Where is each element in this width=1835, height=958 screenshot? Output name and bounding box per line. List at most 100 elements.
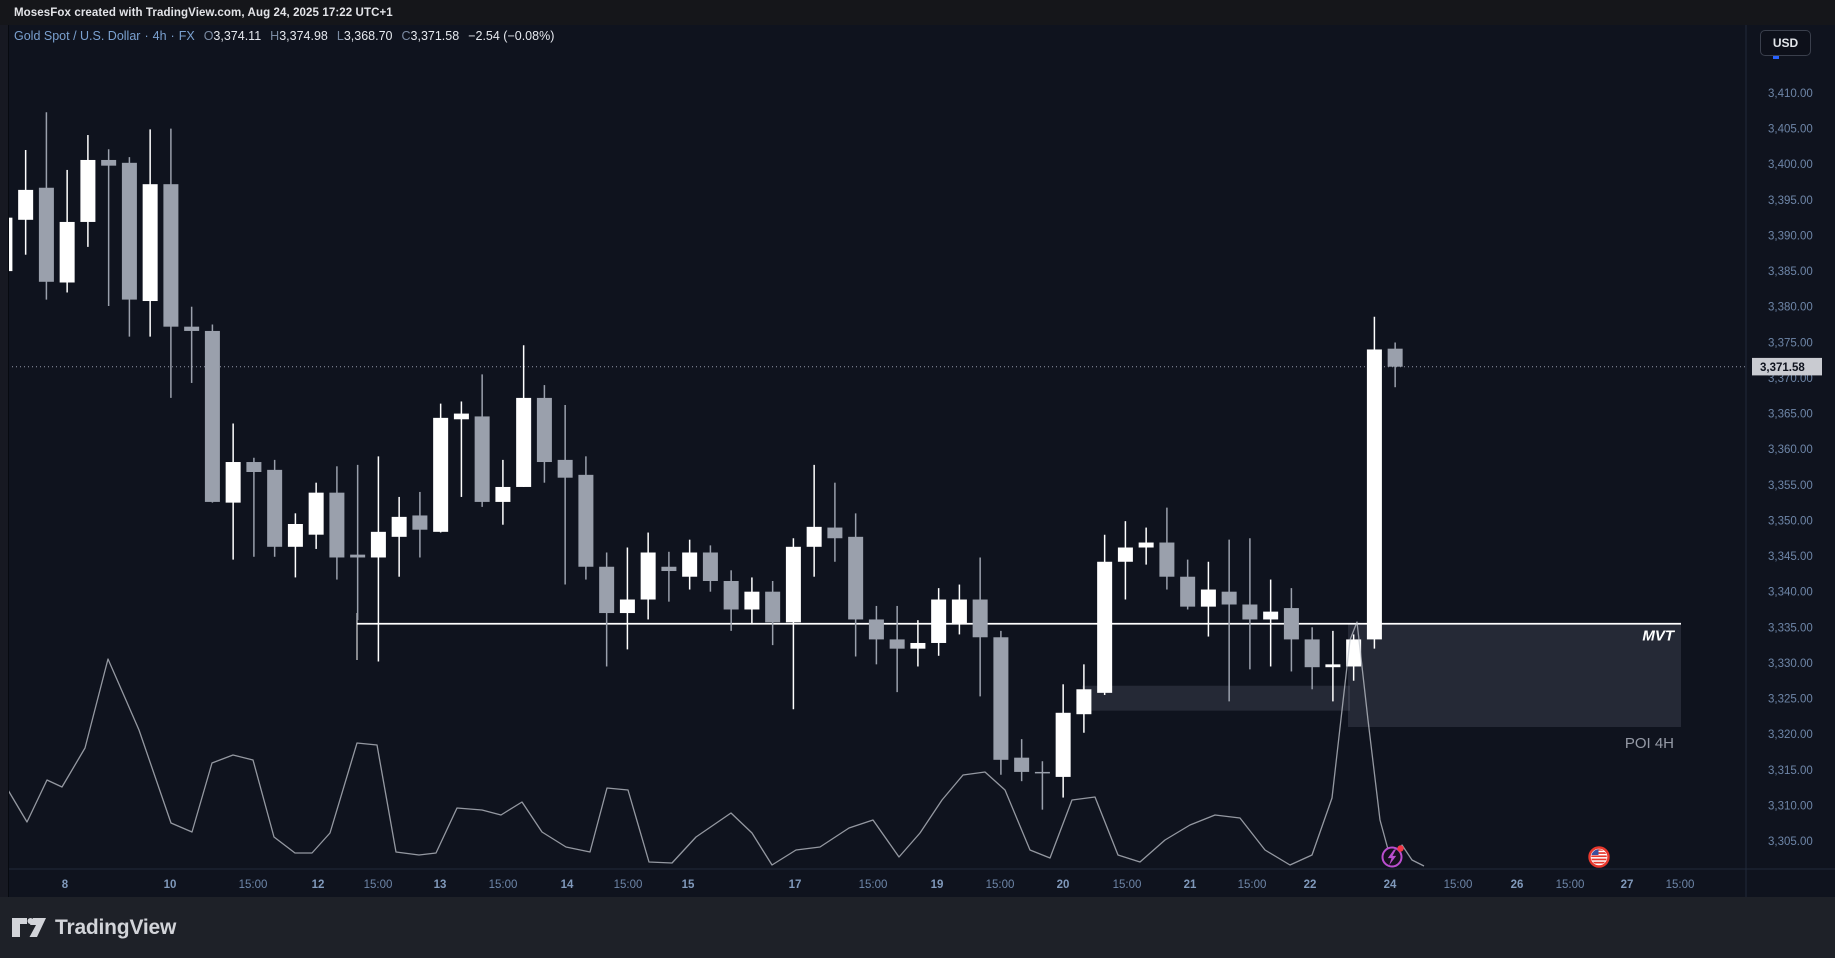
symbol-title: Gold Spot / U.S. Dollar	[14, 29, 141, 43]
supply-zone	[1082, 685, 1350, 711]
time-axis-label: 15:00	[986, 879, 1015, 891]
legend-separator: ·	[170, 29, 175, 43]
high-label: H	[270, 29, 280, 43]
tradingview-logo[interactable]: TradingView	[12, 916, 176, 940]
candle-body	[1159, 542, 1175, 577]
price-axis-label: 3,350.00	[1768, 515, 1813, 527]
candle-body	[1138, 542, 1154, 548]
time-axis[interactable]: 081015:001215:001315:001415:00151715:001…	[1, 879, 1695, 891]
symbol-interval: 4h	[152, 29, 167, 43]
candle-body	[806, 526, 822, 547]
price-axis-label: 3,360.00	[1768, 444, 1813, 456]
time-axis-label: 15:00	[239, 879, 268, 891]
price-axis-label: 3,380.00	[1768, 302, 1813, 314]
candle-body	[868, 619, 884, 640]
candle-body	[785, 546, 801, 623]
price-axis-label: 3,305.00	[1768, 836, 1813, 848]
candle-body	[619, 599, 635, 614]
candle-body	[267, 469, 283, 547]
symbol-exchange: FX	[178, 29, 195, 43]
candle-body	[889, 639, 905, 649]
candle-body	[557, 459, 573, 478]
time-axis-label: 15:00	[1238, 879, 1267, 891]
candle-body	[391, 516, 407, 537]
footer-bar: TradingView	[0, 897, 1835, 958]
time-axis-label: 20	[1057, 879, 1070, 891]
price-axis-label: 3,385.00	[1768, 266, 1813, 278]
price-axis-label: 3,320.00	[1768, 729, 1813, 741]
candle-body	[682, 552, 698, 577]
price-axis[interactable]: 3,410.00 3,405.00 3,400.00 3,395.00 3,390.00…	[1768, 88, 1813, 848]
candle-body	[412, 515, 428, 530]
time-axis-label: 21	[1184, 879, 1197, 891]
time-axis-label: 13	[434, 879, 447, 891]
candle-body	[599, 566, 615, 614]
candle-body	[661, 566, 677, 572]
price-axis-label: 3,335.00	[1768, 622, 1813, 634]
candle-body	[578, 474, 594, 567]
candle-body	[1283, 608, 1299, 640]
time-axis-label: 15:00	[1556, 879, 1585, 891]
candle-body	[121, 162, 137, 300]
candle-body	[163, 184, 179, 327]
candle-body	[993, 637, 1009, 760]
low-value: 3,368.70	[343, 29, 393, 43]
candle-body	[765, 591, 781, 623]
time-axis-label: 27	[1621, 879, 1634, 891]
candle-body	[931, 599, 947, 643]
close-label: C	[401, 29, 411, 43]
candlestick-series	[0, 112, 1403, 810]
mvt-label: MVT	[1642, 628, 1676, 645]
time-axis-label: 15:00	[1113, 879, 1142, 891]
candle-body	[744, 591, 760, 610]
time-axis-label: 15:00	[489, 879, 518, 891]
us-flag-event-icon[interactable]	[1588, 846, 1610, 868]
candle-body	[1263, 611, 1279, 620]
tradingview-logo-text: TradingView	[55, 915, 177, 939]
chart-legend: Gold Spot / U.S. Dollar · 4h · FX O3,374.11 H3…	[14, 29, 554, 43]
candle-body	[433, 417, 449, 532]
time-axis-label: 26	[1511, 879, 1524, 891]
time-axis-label: 14	[561, 879, 574, 891]
price-axis-label: 3,355.00	[1768, 480, 1813, 492]
tradingview-logo-mark	[12, 918, 46, 937]
low-label: L	[336, 29, 344, 43]
candle-body	[1304, 639, 1320, 668]
flash-event-icon[interactable]	[1381, 845, 1404, 868]
legend-separator: ·	[144, 29, 149, 43]
candle-body	[204, 330, 220, 502]
watermark-bar: MosesFox created with TradingView.com, A…	[0, 0, 1835, 25]
time-axis-label: 15:00	[364, 879, 393, 891]
poi-zone[interactable]	[1348, 623, 1681, 728]
price-axis-label: 3,410.00	[1768, 88, 1813, 100]
time-axis-label: 17	[789, 879, 802, 891]
time-axis-label: 12	[312, 879, 325, 891]
price-axis-label: 3,395.00	[1768, 195, 1813, 207]
time-axis-label: 24	[1384, 879, 1397, 891]
price-axis-label: 3,370.00	[1768, 373, 1813, 385]
watermark-text: MosesFox created with TradingView.com, A…	[14, 6, 393, 19]
candle-body	[1117, 547, 1133, 562]
svg-text:3,371.58: 3,371.58	[1760, 362, 1805, 374]
candle-body	[59, 221, 75, 283]
candle-body	[951, 599, 967, 624]
candle-body	[329, 492, 345, 558]
candle-body	[1076, 689, 1092, 715]
candle-body	[1366, 349, 1382, 640]
high-value: 3,374.98	[279, 29, 328, 43]
candle-body	[495, 486, 511, 502]
candle-body	[80, 159, 96, 222]
candle-body	[848, 536, 864, 620]
candle-body	[1097, 561, 1113, 693]
candle-body	[142, 184, 158, 302]
candle-body	[101, 159, 117, 166]
candle-body	[910, 642, 926, 649]
change-value: −2.54 (−0.08%)	[468, 29, 555, 43]
candle-body	[350, 554, 366, 558]
candle-body	[702, 552, 718, 581]
candle-body	[1200, 589, 1216, 607]
time-axis-label: 15:00	[1444, 879, 1473, 891]
time-axis-label: 15:00	[859, 879, 888, 891]
currency-toggle-button[interactable]: USD	[1760, 30, 1811, 56]
